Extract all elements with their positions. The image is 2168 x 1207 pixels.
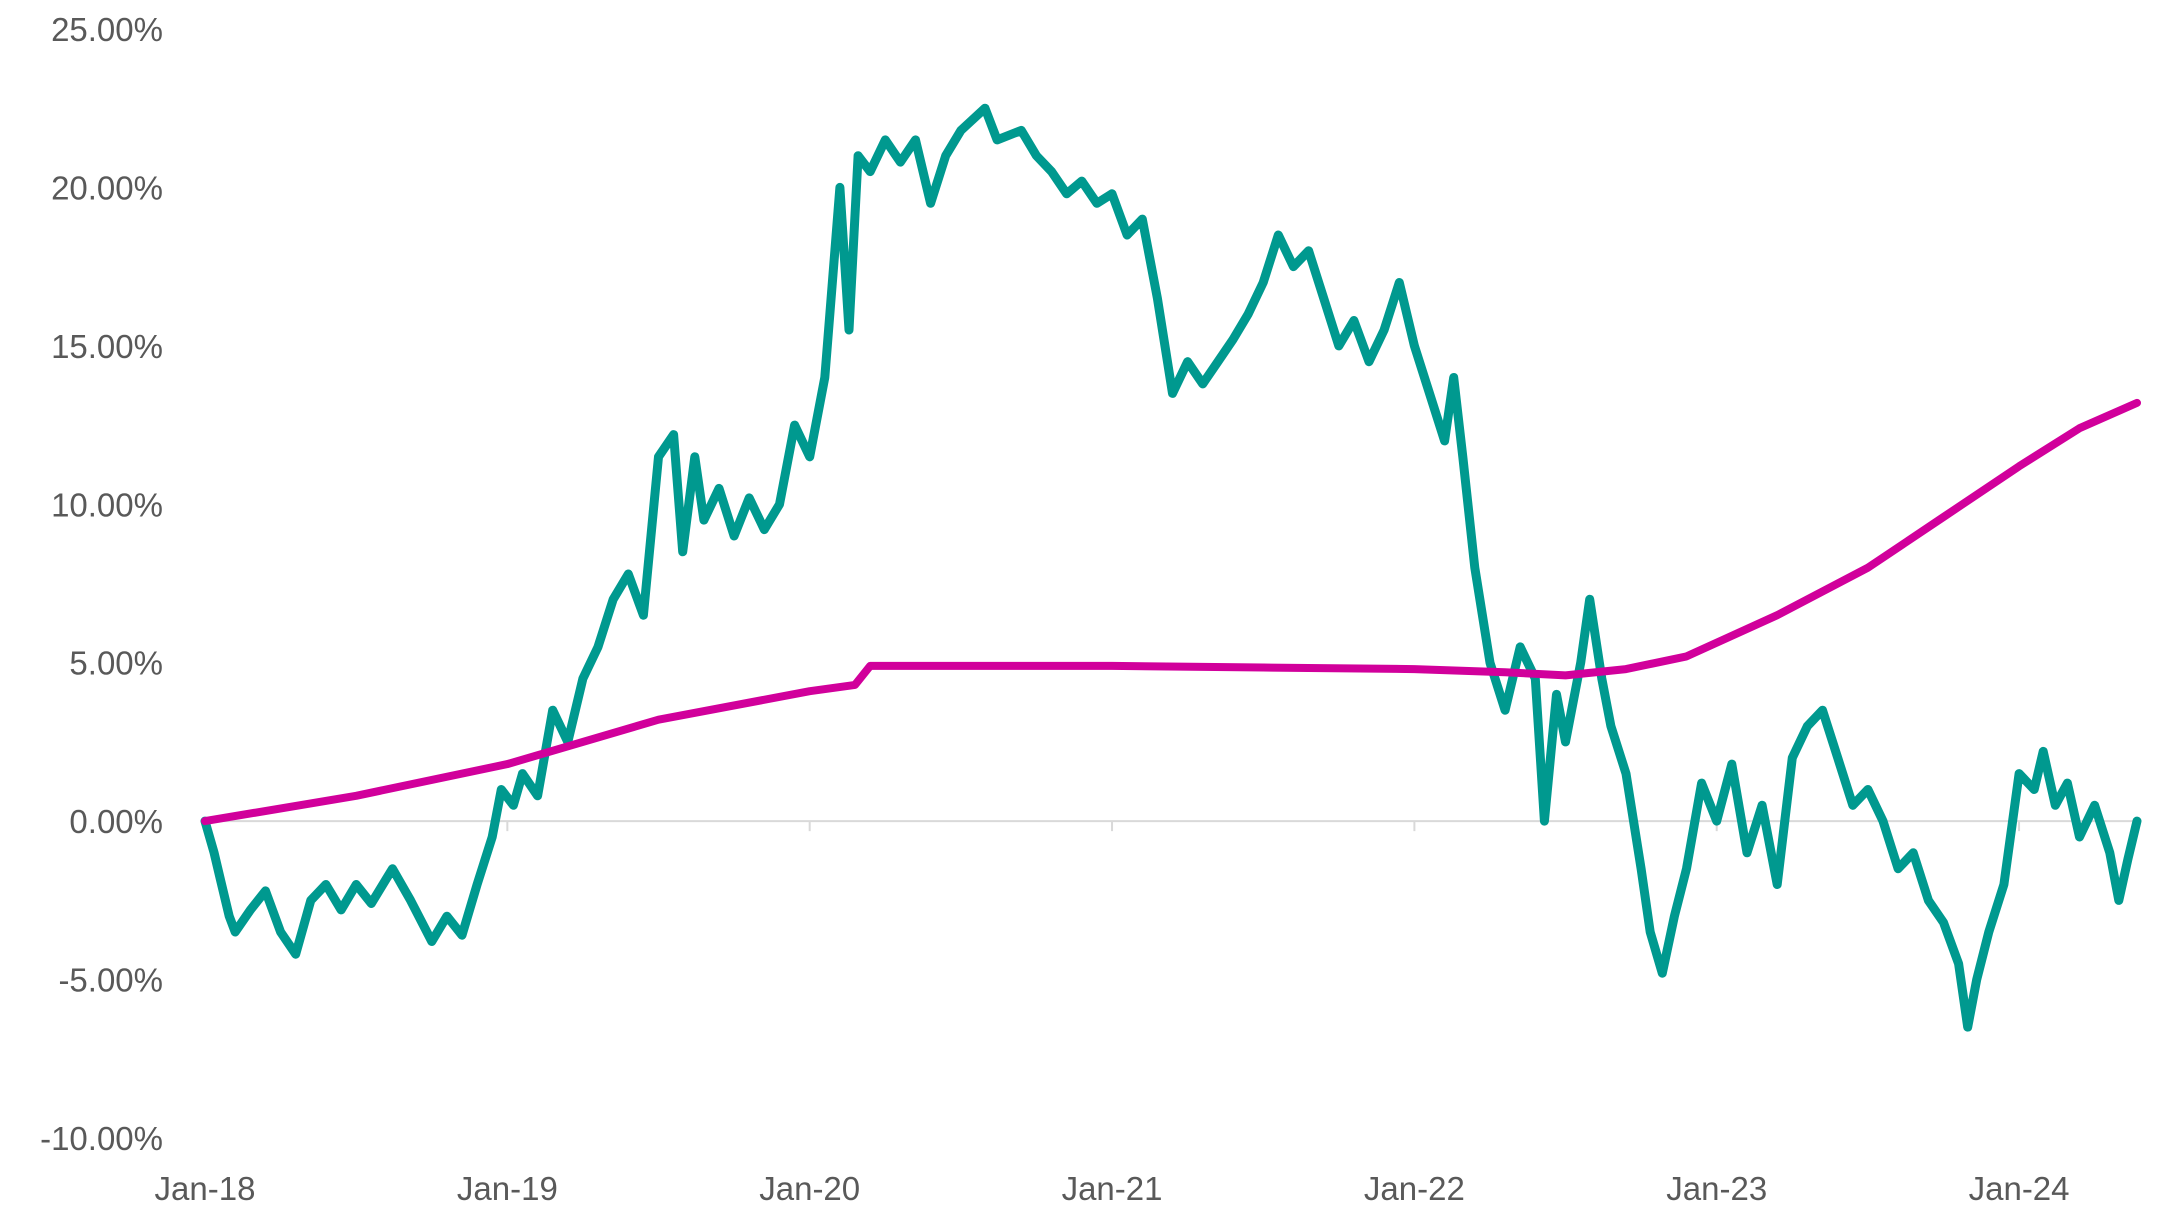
series-line-2 [201,398,2141,826]
x-tick-label: Jan-23 [1666,1170,1767,1207]
x-tick-label: Jan-24 [1969,1170,2070,1207]
y-tick-label: 15.00% [51,328,163,365]
series-lines [200,103,2142,1032]
series-line-1 [200,103,2142,1032]
y-tick-label: -5.00% [58,962,163,999]
x-tick-label: Jan-22 [1364,1170,1465,1207]
x-tick-label: Jan-21 [1062,1170,1163,1207]
x-tick-label: Jan-19 [457,1170,558,1207]
x-tick-label: Jan-20 [759,1170,860,1207]
y-tick-label: 0.00% [69,803,163,840]
y-tick-label: 5.00% [69,645,163,682]
y-tick-label: 10.00% [51,486,163,523]
y-axis-tick-labels: 25.00% 20.00% 15.00% 10.00% 5.00% 0.00% -5.00%… [40,11,163,1157]
y-tick-label: -10.00% [40,1120,163,1157]
y-tick-label: 25.00% [51,11,163,48]
x-tick-label: Jan-18 [155,1170,256,1207]
y-tick-label: 20.00% [51,169,163,206]
x-axis-tick-labels: Jan-18 Jan-19 Jan-20 Jan-21 Jan-22 Jan-23 Jan-… [155,1170,2070,1207]
